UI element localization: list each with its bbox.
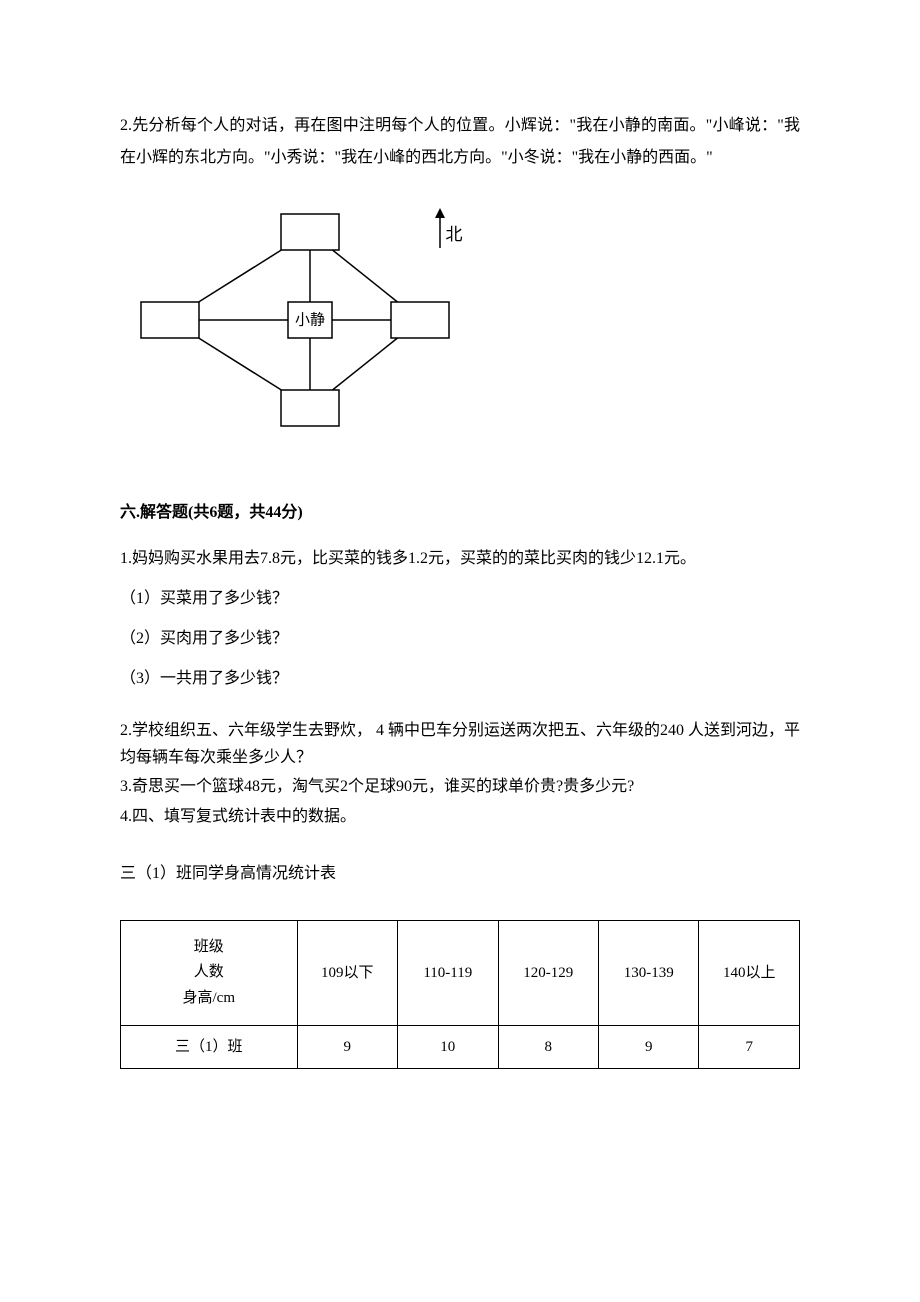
question-2-text: 2.先分析每个人的对话，再在图中注明每个人的位置。小辉说："我在小静的南面。"小… [120,110,800,174]
s6-q3: 3.奇思买一个篮球48元，淘气买2个足球90元，谁买的球单价贵?贵多少元? [120,773,800,800]
col-2: 120-129 [498,920,598,1025]
cell-2: 8 [498,1025,598,1068]
page: 2.先分析每个人的对话，再在图中注明每个人的位置。小辉说："我在小静的南面。"小… [0,0,920,1302]
cell-0: 9 [297,1025,397,1068]
table-header-label-cell: 班级 人数 身高/cm [121,920,298,1025]
col-4: 140以上 [699,920,800,1025]
table-row: 三（1）班 9 10 8 9 7 [121,1025,800,1068]
s6-q4: 4.四、填写复式统计表中的数据。 [120,803,800,830]
s6-q1-stem: 1.妈妈购买水果用去7.8元，比买菜的钱多1.2元，买菜的的菜比买肉的钱少12.… [120,543,800,575]
section-6-title: 六.解答题(共6题，共44分) [120,497,800,529]
hdr-line-1: 班级 [194,939,224,955]
cell-1: 10 [398,1025,498,1068]
col-3: 130-139 [598,920,698,1025]
hdr-line-3: 身高/cm [183,990,236,1006]
cell-3: 9 [598,1025,698,1068]
s6-q1-sub1: （1）买菜用了多少钱？ [120,583,800,615]
table1-caption: 三（1）班同学身高情况统计表 [120,858,800,890]
row-label: 三（1）班 [121,1025,298,1068]
s6-q2: 2.学校组织五、六年级学生去野炊， 4 辆中巴车分别运送两次把五、六年级的240… [120,717,800,771]
table-row: 班级 人数 身高/cm 109以下 110-119 120-129 130-13… [121,920,800,1025]
svg-text:小静: 小静 [295,311,325,328]
position-diagram: 小静 北 [120,192,800,459]
diagram-svg: 小静 北 [120,192,480,447]
s6-q1-sub3: （3）一共用了多少钱？ [120,663,800,695]
svg-text:北: 北 [446,225,463,244]
s6-q1-sub2: （2）买肉用了多少钱？ [120,623,800,655]
col-1: 110-119 [398,920,498,1025]
cell-4: 7 [699,1025,800,1068]
col-0: 109以下 [297,920,397,1025]
stat-table-1: 班级 人数 身高/cm 109以下 110-119 120-129 130-13… [120,920,800,1069]
hdr-line-2: 人数 [194,964,224,980]
